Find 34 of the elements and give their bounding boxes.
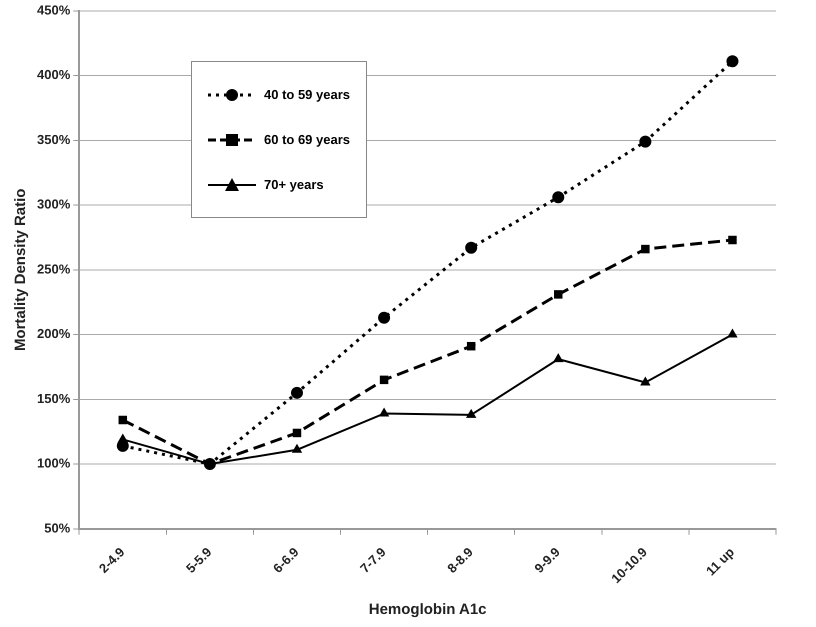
y-axis-title: Mortality Density Ratio xyxy=(12,188,30,352)
point xyxy=(728,236,737,244)
point xyxy=(466,408,476,418)
point xyxy=(466,342,476,350)
y-tick-label: 50% xyxy=(44,520,71,536)
legend-label: 40 to 59 years xyxy=(264,87,350,102)
point xyxy=(726,55,738,68)
point xyxy=(641,244,650,254)
point xyxy=(552,191,564,204)
point xyxy=(380,376,388,384)
point xyxy=(639,136,652,148)
legend-label: 70+ years xyxy=(264,177,324,192)
point xyxy=(292,428,302,438)
y-tick-label: 100% xyxy=(37,456,71,471)
point xyxy=(378,312,390,324)
point xyxy=(727,328,738,338)
point xyxy=(554,290,563,299)
y-tick-label: 350% xyxy=(37,132,71,147)
point xyxy=(118,416,128,424)
x-axis-title: Hemoglobin A1c xyxy=(368,601,487,618)
point xyxy=(465,242,478,254)
y-tick-label: 200% xyxy=(37,326,71,342)
y-tick-label: 150% xyxy=(37,390,71,406)
x-tick-label: 11 up xyxy=(702,544,738,578)
y-tick-label: 300% xyxy=(37,196,71,212)
legend-label: 60 to 69 years xyxy=(264,132,350,147)
y-tick-label: 450% xyxy=(37,2,71,18)
point xyxy=(290,386,303,399)
point xyxy=(640,376,651,386)
point xyxy=(292,444,302,453)
y-tick-label: 400% xyxy=(37,67,71,82)
point xyxy=(378,408,390,417)
point xyxy=(553,353,564,362)
y-tick-label: 250% xyxy=(37,261,71,276)
